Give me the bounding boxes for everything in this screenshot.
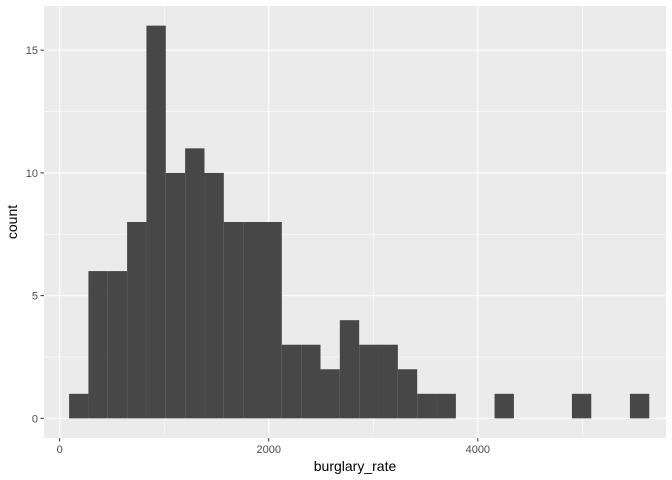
histogram-bar-26 bbox=[571, 393, 592, 419]
histogram-bar-0 bbox=[69, 393, 89, 419]
y-tick-label: 15 bbox=[26, 45, 38, 57]
histogram-bars bbox=[69, 25, 650, 419]
histogram-bar-16 bbox=[378, 344, 398, 419]
y-tick-label: 10 bbox=[26, 168, 38, 180]
histogram-bar-10 bbox=[262, 222, 282, 419]
x-tick-label: 0 bbox=[57, 444, 63, 456]
histogram-bar-7 bbox=[204, 172, 224, 419]
histogram-bar-4 bbox=[146, 25, 166, 419]
y-axis-ticks: 0 5 10 15 bbox=[26, 45, 44, 425]
histogram-bar-1 bbox=[88, 271, 108, 419]
y-tick-label: 5 bbox=[32, 291, 38, 303]
histogram-bar-14 bbox=[339, 320, 360, 419]
histogram-bar-6 bbox=[185, 148, 205, 419]
x-tick-label: 4000 bbox=[466, 444, 490, 456]
histogram-bar-12 bbox=[301, 344, 321, 419]
histogram-bar-17 bbox=[397, 369, 418, 419]
histogram-bar-15 bbox=[359, 344, 379, 419]
x-tick-label: 2000 bbox=[257, 444, 281, 456]
histogram-bar-8 bbox=[223, 222, 244, 419]
histogram-bar-9 bbox=[243, 222, 263, 419]
y-axis-title: count bbox=[4, 205, 20, 239]
histogram-bar-13 bbox=[320, 369, 340, 419]
histogram-bar-18 bbox=[417, 393, 437, 419]
histogram-bar-29 bbox=[629, 393, 650, 419]
y-tick-label: 0 bbox=[32, 413, 38, 425]
histogram-bar-3 bbox=[127, 222, 147, 419]
histogram-bar-22 bbox=[494, 393, 514, 419]
histogram-bar-2 bbox=[107, 271, 128, 419]
histogram-bar-5 bbox=[165, 172, 186, 419]
x-axis-title: burglary_rate bbox=[314, 458, 397, 474]
x-axis-ticks: 0 2000 4000 bbox=[57, 438, 490, 456]
histogram-bar-11 bbox=[281, 344, 302, 419]
histogram-bar-19 bbox=[436, 393, 456, 419]
